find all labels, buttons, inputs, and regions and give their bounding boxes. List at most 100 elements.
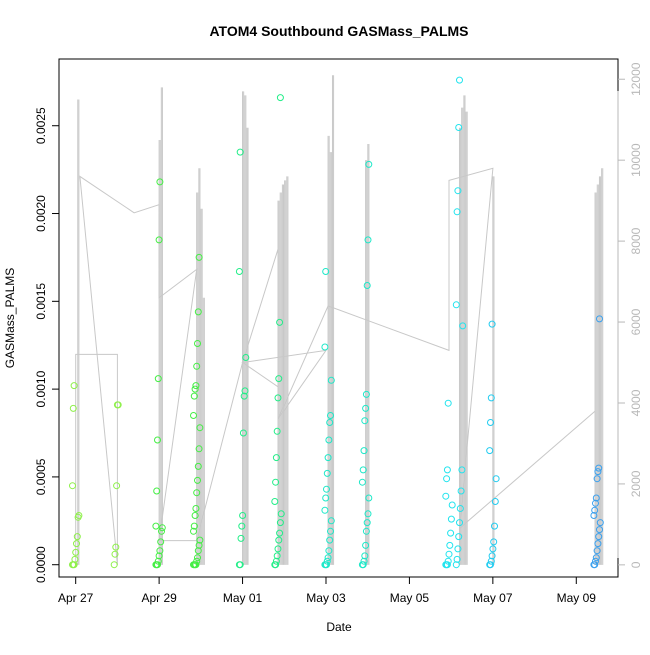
data-point xyxy=(448,501,456,509)
data-point xyxy=(238,522,246,530)
data-point xyxy=(190,527,197,535)
data-point xyxy=(69,482,76,490)
data-point xyxy=(446,541,454,549)
data-point xyxy=(591,561,599,569)
data-point xyxy=(327,517,335,525)
data-point xyxy=(362,527,370,535)
data-point xyxy=(193,362,201,370)
x-tick-label: May 01 xyxy=(223,591,263,605)
data-point xyxy=(113,482,121,490)
data-point xyxy=(158,527,165,535)
data-point xyxy=(111,550,119,558)
data-point xyxy=(73,533,81,541)
data-point xyxy=(363,519,371,527)
data-point xyxy=(157,538,165,546)
data-point xyxy=(194,462,202,470)
data-point xyxy=(456,505,464,512)
data-point xyxy=(455,124,463,131)
y2-tick-label: 0 xyxy=(629,561,643,568)
data-point xyxy=(156,547,164,555)
data-point xyxy=(271,498,279,505)
y-tick-label: 0.0000 xyxy=(34,546,48,583)
data-point xyxy=(156,178,164,186)
data-point xyxy=(154,375,162,383)
data-point xyxy=(70,382,78,390)
data-point xyxy=(235,268,243,275)
data-point xyxy=(593,475,601,483)
data-point xyxy=(236,561,244,569)
y-tick-label: 0.0010 xyxy=(34,370,48,407)
data-point xyxy=(323,557,331,565)
data-point xyxy=(487,557,495,565)
data-point xyxy=(152,522,160,530)
data-point xyxy=(274,545,282,553)
data-point xyxy=(595,464,603,472)
data-point xyxy=(362,404,370,412)
data-points xyxy=(69,76,604,569)
y2-tick-label: 6000 xyxy=(629,308,643,335)
data-point xyxy=(359,561,367,569)
data-point xyxy=(487,561,494,569)
data-point xyxy=(239,512,247,519)
data-point xyxy=(591,506,599,514)
data-point xyxy=(154,557,162,565)
data-point xyxy=(326,419,334,426)
data-point xyxy=(192,505,200,512)
y-tick-label: 0.0025 xyxy=(34,107,48,144)
data-point xyxy=(360,447,368,455)
data-point xyxy=(453,555,461,563)
data-point xyxy=(491,498,499,505)
data-point xyxy=(240,392,248,400)
data-point xyxy=(277,510,285,518)
data-point xyxy=(456,519,463,527)
data-point xyxy=(194,476,201,484)
data-point xyxy=(444,399,452,407)
data-point xyxy=(359,466,367,474)
data-point xyxy=(364,510,372,518)
data-point xyxy=(114,401,122,409)
data-point xyxy=(489,545,497,553)
data-point xyxy=(592,557,599,565)
data-point xyxy=(242,354,250,361)
y-tick-label: 0.0020 xyxy=(34,195,48,232)
data-point xyxy=(322,494,330,502)
y-axis-right: 0 2000 4000 6000 8000 10000 12000 xyxy=(617,62,643,568)
data-point xyxy=(323,469,331,477)
data-point xyxy=(321,343,329,351)
data-point xyxy=(327,527,334,535)
y2-tick-label: 2000 xyxy=(629,470,643,497)
data-point xyxy=(194,340,201,347)
data-point xyxy=(195,445,203,453)
data-point xyxy=(325,436,333,444)
data-point xyxy=(190,522,198,530)
data-point xyxy=(487,394,495,402)
y2-tick-label: 12000 xyxy=(629,62,643,96)
data-point xyxy=(596,526,603,534)
data-point xyxy=(190,392,198,400)
data-point xyxy=(443,466,451,474)
data-point xyxy=(590,512,598,519)
data-point xyxy=(276,529,284,537)
data-point xyxy=(459,322,467,330)
data-point xyxy=(71,555,79,563)
data-point xyxy=(194,547,202,555)
data-point xyxy=(241,387,249,395)
data-point xyxy=(327,412,334,419)
x-tick-label: May 05 xyxy=(390,591,430,605)
data-point xyxy=(456,76,463,84)
data-point xyxy=(492,475,500,483)
data-point xyxy=(488,552,496,560)
x-tick-label: May 09 xyxy=(557,591,597,605)
data-point xyxy=(592,499,599,507)
data-point xyxy=(455,533,463,541)
x-axis-ticks: Apr 27 Apr 29 May 01 May 03 May 05 May 07 May … xyxy=(58,577,596,605)
x-tick-label: Apr 27 xyxy=(58,591,94,605)
data-point xyxy=(154,561,161,569)
data-point xyxy=(361,552,369,560)
data-point xyxy=(272,561,280,569)
data-point xyxy=(194,554,201,562)
data-point xyxy=(360,557,368,565)
data-point xyxy=(236,148,244,156)
